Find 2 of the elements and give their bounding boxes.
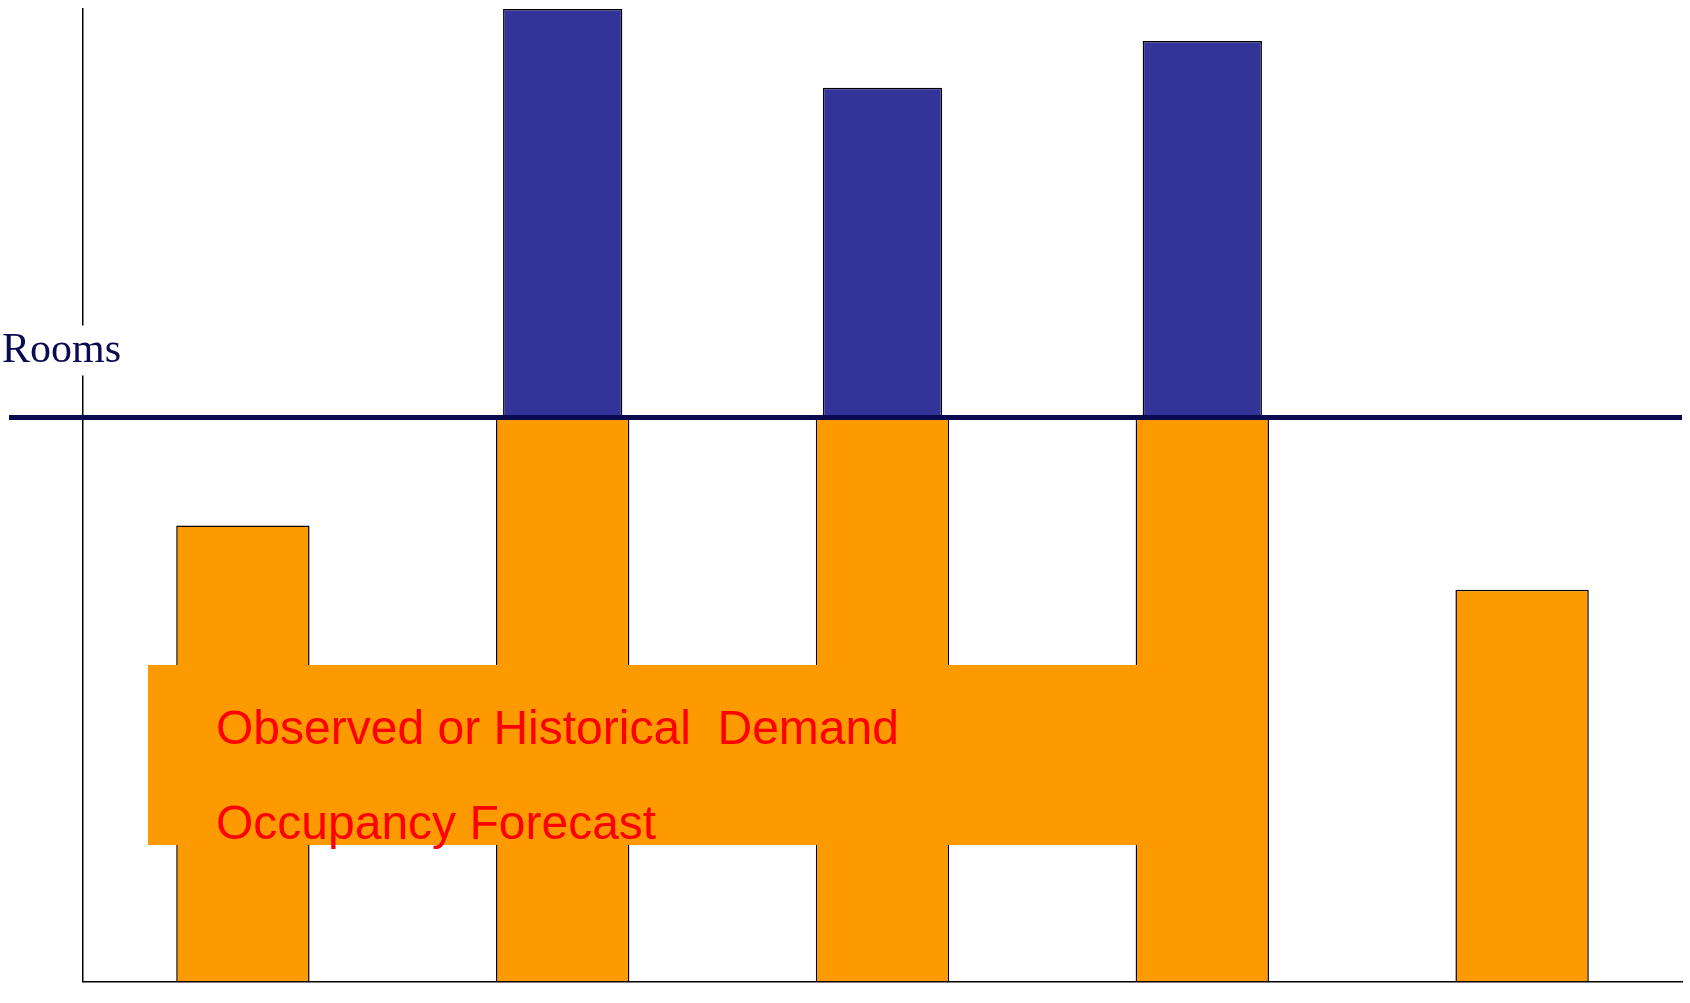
ref-line-label: Rooms [2, 325, 122, 372]
annotation: Observed or Historical Demand [216, 700, 900, 756]
